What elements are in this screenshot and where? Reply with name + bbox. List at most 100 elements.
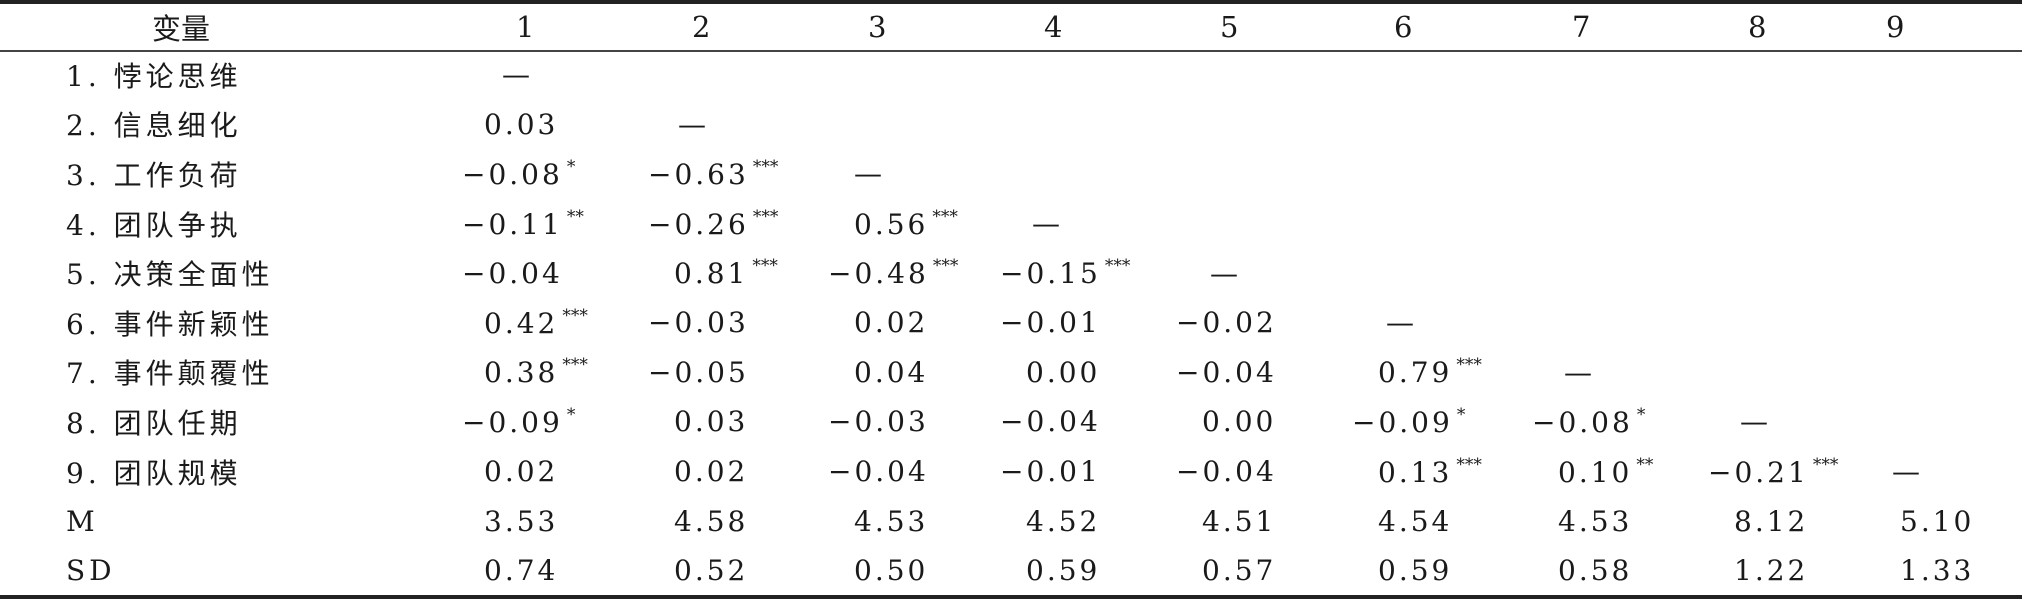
coefficient-value: 0.00: [1026, 355, 1101, 389]
value-cell: 0.04: [814, 348, 992, 398]
header-cell-variable: 变量: [152, 12, 211, 46]
table-header-rule: [0, 50, 2022, 52]
value-cell: 0.56 ***: [814, 199, 992, 249]
value-cell: 0.58: [1524, 546, 1700, 596]
significance-stars: ***: [562, 355, 588, 376]
value-cell: 4.58: [638, 496, 814, 546]
row-label: 5. 决策全面性: [66, 258, 274, 292]
value-cell: 4.51: [1170, 496, 1346, 546]
coefficient-value: 0.59: [1026, 554, 1101, 588]
table-body: 1. 悖论思维 —2. 信息细化 0.03—3. 工作负荷 −0.08 * −0.63 **…: [0, 50, 2022, 596]
coefficient-value: 4.52: [1026, 504, 1101, 538]
value-cell: −0.08 *: [462, 149, 638, 199]
coefficient-value: 8.12: [1734, 504, 1809, 538]
coefficient-value: 4.54: [1378, 504, 1453, 538]
value-cell: 0.81 ***: [638, 248, 814, 298]
empty-cell: [1346, 248, 1524, 298]
empty-cell: [1700, 100, 1876, 150]
header-cell-7: 7: [1572, 10, 1591, 44]
table-row: 5. 决策全面性 −0.04 0.81 *** −0.48 *** −0.15 *** —: [0, 248, 2022, 298]
table-row: 1. 悖论思维 —: [0, 50, 2022, 100]
row-label: 1. 悖论思维: [66, 59, 242, 93]
empty-cell: [1346, 149, 1524, 199]
empty-cell: [1876, 248, 2022, 298]
value-cell: 4.52: [992, 496, 1170, 546]
coefficient-value: −0.26: [648, 207, 749, 241]
row-label: 4. 团队争执: [66, 208, 242, 242]
diagonal-dash: —: [814, 149, 992, 199]
table-row: M 3.53 4.58 4.53 4.52 4.51 4.54 4.53 8.12 5.10: [0, 496, 2022, 546]
empty-cell: [1876, 50, 2022, 100]
empty-cell: [1700, 50, 1876, 100]
empty-cell: [1524, 248, 1700, 298]
value-cell: 0.42 ***: [462, 298, 638, 348]
row-label: SD: [66, 554, 116, 588]
empty-cell: [1346, 50, 1524, 100]
row-label: 7. 事件颠覆性: [66, 357, 274, 391]
table-top-rule: [0, 0, 2022, 4]
empty-cell: [1524, 298, 1700, 348]
coefficient-value: −0.63: [648, 157, 749, 191]
coefficient-value: 5.10: [1900, 504, 1975, 538]
empty-cell: [1346, 100, 1524, 150]
dash-text: —: [854, 157, 882, 191]
diagonal-dash: —: [1876, 447, 2022, 497]
value-cell: −0.63 ***: [638, 149, 814, 199]
coefficient-value: 3.53: [484, 504, 559, 538]
value-cell: −0.09 *: [462, 397, 638, 447]
coefficient-value: 4.53: [1558, 504, 1633, 538]
value-cell: 8.12: [1700, 496, 1876, 546]
coefficient-value: 0.74: [484, 554, 559, 588]
value-cell: −0.09 *: [1346, 397, 1524, 447]
value-cell: −0.04: [1170, 447, 1346, 497]
table-bottom-rule: [0, 595, 2022, 599]
header-cell-5: 5: [1220, 10, 1239, 44]
value-cell: −0.08 *: [1524, 397, 1700, 447]
header-row: 变量 1 2 3 4 5 6 7 8 9: [0, 4, 2022, 50]
coefficient-value: 0.79: [1378, 356, 1453, 390]
value-cell: 3.53: [462, 496, 638, 546]
empty-cell: [1700, 149, 1876, 199]
table-row: 9. 团队规模 0.02 0.02 −0.04 −0.01 −0.04 0.13 *** 0.1…: [0, 447, 2022, 497]
dash-text: —: [678, 107, 706, 141]
dash-text: —: [1032, 207, 1060, 241]
dash-text: —: [1740, 405, 1768, 439]
value-cell: 0.59: [1346, 546, 1524, 596]
diagonal-dash: —: [1524, 348, 1700, 398]
coefficient-value: 0.81: [674, 257, 749, 291]
coefficient-value: 0.52: [674, 554, 749, 588]
value-cell: 0.13 ***: [1346, 447, 1524, 497]
coefficient-value: 0.03: [674, 405, 749, 439]
value-cell: −0.04: [992, 397, 1170, 447]
table-grid: 变量 1 2 3 4 5 6 7 8 9 1. 悖论思维 — 2. 信息细化 0.03…: [0, 4, 2022, 596]
value-cell: −0.04: [1170, 348, 1346, 398]
coefficient-value: 0.02: [854, 306, 929, 340]
coefficient-value: 0.03: [484, 107, 559, 141]
significance-stars: *: [1636, 404, 1646, 425]
value-cell: −0.03: [814, 397, 992, 447]
coefficient-value: 0.13: [1378, 455, 1453, 489]
value-cell: −0.05: [638, 348, 814, 398]
header-cell-2: 2: [692, 10, 711, 44]
empty-cell: [1876, 100, 2022, 150]
coefficient-value: 0.38: [484, 356, 559, 390]
coefficient-value: −0.01: [1000, 455, 1101, 489]
value-cell: 0.02: [814, 298, 992, 348]
empty-cell: [1170, 100, 1346, 150]
coefficient-value: 0.59: [1378, 554, 1453, 588]
value-cell: −0.11 **: [462, 199, 638, 249]
significance-stars: ***: [1104, 256, 1131, 277]
coefficient-value: 0.02: [674, 455, 749, 489]
value-cell: 4.53: [814, 496, 992, 546]
header-cell-8: 8: [1748, 10, 1767, 44]
coefficient-value: −0.21: [1708, 455, 1809, 489]
significance-stars: ***: [1456, 454, 1482, 475]
coefficient-value: 1.33: [1900, 554, 1975, 588]
coefficient-value: −0.09: [462, 405, 563, 439]
value-cell: 0.00: [1170, 397, 1346, 447]
significance-stars: *: [566, 404, 576, 425]
value-cell: 0.57: [1170, 546, 1346, 596]
coefficient-value: −0.11: [462, 207, 563, 241]
table-row: 3. 工作负荷 −0.08 * −0.63 *** —: [0, 149, 2022, 199]
row-label: 9. 团队规模: [66, 456, 242, 490]
